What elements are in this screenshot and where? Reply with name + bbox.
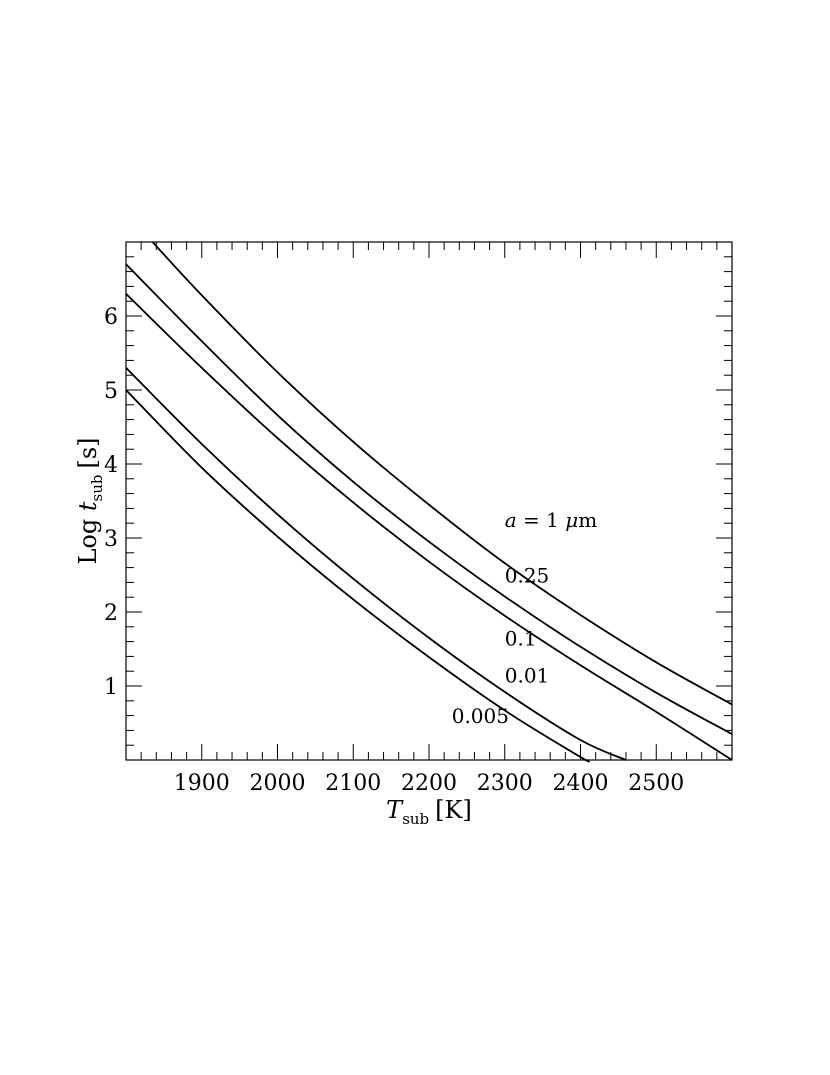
axis-ticks (126, 242, 732, 760)
series-label: 0.01 (505, 663, 550, 687)
y-axis-label: Log tsub[s] (74, 437, 106, 564)
series-label: a = 1 μm (505, 508, 598, 532)
series-label: 0.005 (452, 704, 509, 728)
plot-frame (125, 241, 733, 761)
x-axis-label: Tsub [K] (386, 796, 472, 828)
series-line (125, 367, 627, 761)
series-label: 0.25 (505, 563, 550, 587)
x-tick-label: 2000 (250, 771, 306, 796)
y-tick-label: 2 (104, 601, 118, 626)
x-tick-label: 2200 (401, 771, 457, 796)
y-tick-label: 1 (104, 675, 118, 700)
series-label: 0.1 (505, 626, 537, 650)
series-line (125, 389, 590, 763)
x-tick-label: 2500 (628, 771, 684, 796)
curve-labels: a = 1 μm 0.25 0.1 0.01 0.005 (452, 508, 598, 728)
series-line (125, 263, 733, 735)
curves (125, 241, 733, 763)
y-tick-label: 6 (104, 305, 118, 330)
tick-labels: 1900 2000 2100 2200 2300 2400 2500 1 2 3 4 5 6 (104, 305, 684, 796)
series-line (125, 293, 733, 761)
x-tick-label: 2400 (553, 771, 609, 796)
y-tick-label: 4 (104, 453, 118, 478)
y-tick-label: 3 (104, 527, 118, 552)
x-tick-label: 2300 (477, 771, 533, 796)
y-tick-label: 5 (104, 379, 118, 404)
x-tick-label: 2100 (325, 771, 381, 796)
x-tick-label: 1900 (174, 771, 230, 796)
series-line (151, 241, 733, 706)
